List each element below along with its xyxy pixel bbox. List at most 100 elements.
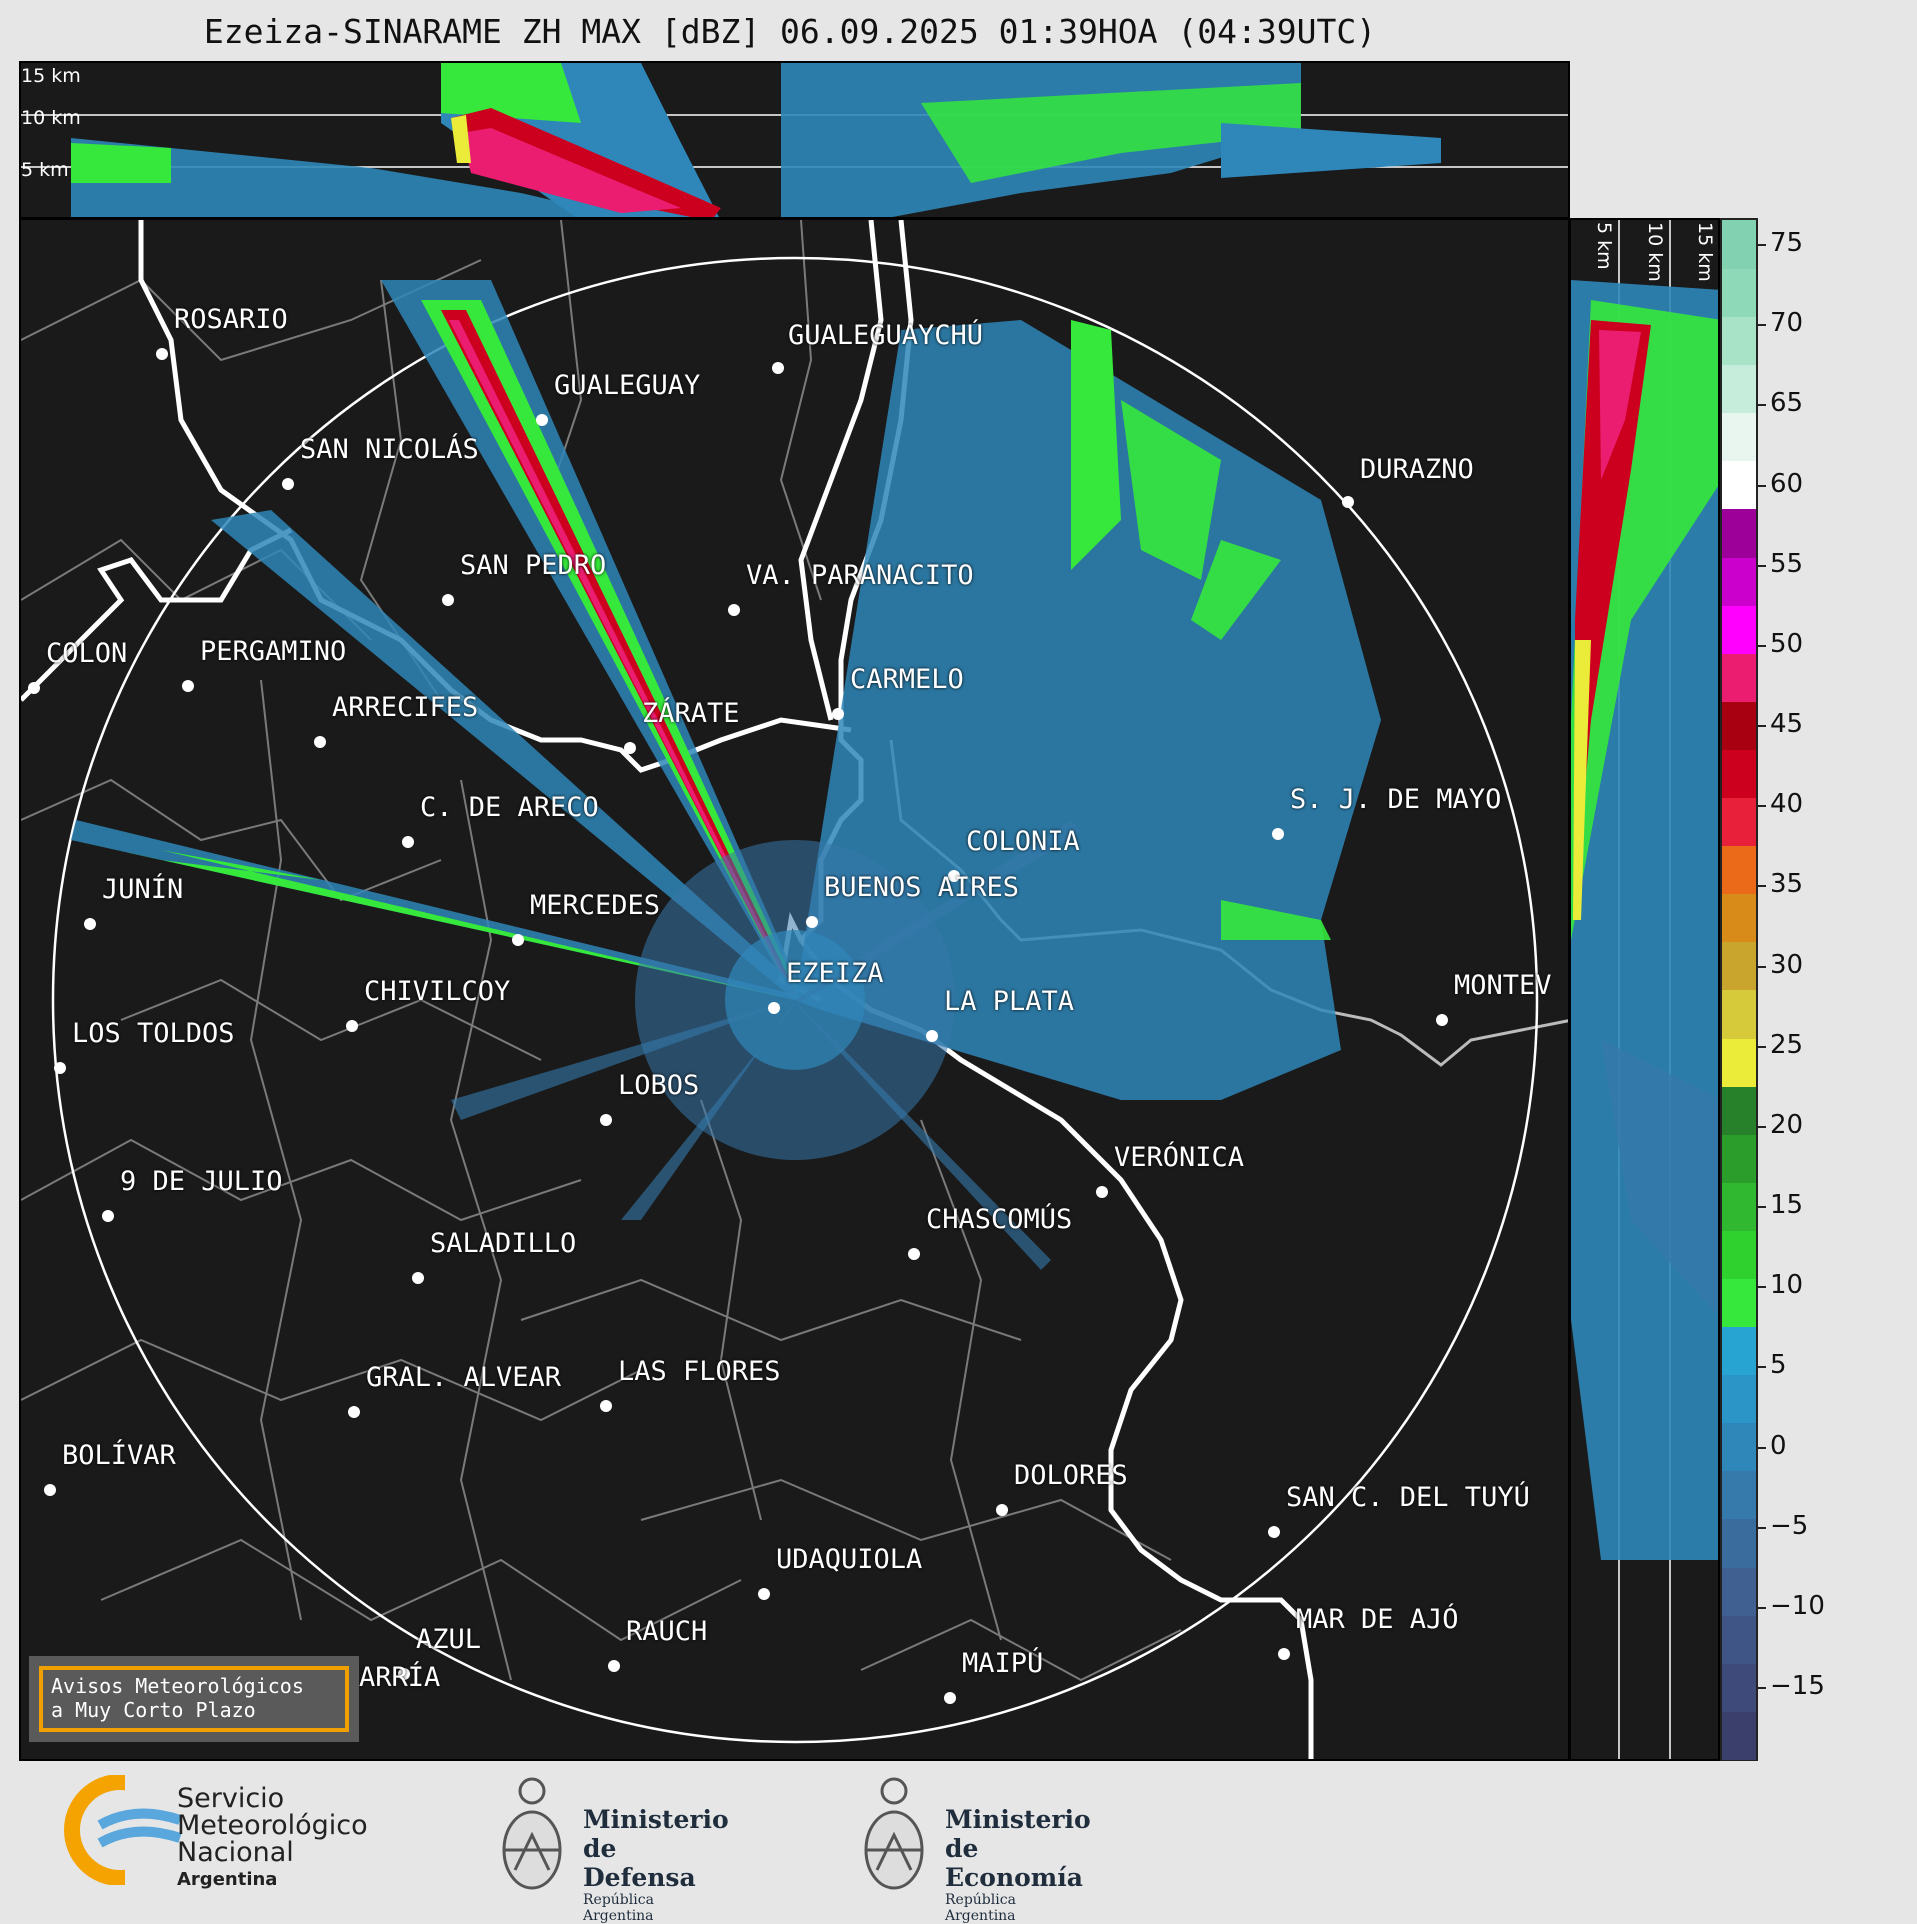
city-dot: [412, 1272, 424, 1284]
colorbar-segment: [1722, 1326, 1756, 1376]
colorbar-segment: [1722, 989, 1756, 1039]
city-dot: [402, 836, 414, 848]
city-label: EZEIZA: [786, 958, 884, 989]
smn-emblem-icon: [64, 1775, 185, 1885]
colorbar-segment: [1722, 1470, 1756, 1520]
city-label: BUENOS AIRES: [824, 872, 1020, 903]
alert-line-1: Avisos Meteorológicos: [51, 1674, 304, 1698]
city-label: ARRECIFES: [332, 692, 479, 723]
city-label: DOLORES: [1014, 1460, 1128, 1491]
colorbar-tick-label: 70: [1770, 308, 1804, 339]
city-label: LA PLATA: [944, 986, 1075, 1017]
city-dot: [1272, 828, 1284, 840]
colorbar-tick: [1758, 1286, 1766, 1289]
echo-band: [921, 83, 1301, 183]
colorbar-segment: [1722, 797, 1756, 847]
top-cross-section-panel: 15 km 10 km 5 km: [19, 61, 1570, 219]
city-label: AZUL: [416, 1624, 482, 1655]
colorbar-tick: [1758, 725, 1766, 727]
colorbar-segment: [1722, 1566, 1756, 1616]
echo-band: [1601, 1040, 1718, 1316]
city-dot: [282, 478, 294, 490]
city-dot: [728, 604, 740, 616]
city-dot: [1436, 1014, 1448, 1026]
colorbar-tick-label: 25: [1770, 1029, 1804, 1060]
economia-line-1: Ministerio: [945, 1805, 1091, 1834]
alert-box-frame: Avisos Meteorológicos a Muy Corto Plazo: [39, 1666, 349, 1732]
city-dot: [832, 708, 844, 720]
echo-edge: [451, 115, 471, 163]
colorbar-segment: [1722, 1229, 1756, 1279]
colorbar-segment: [1722, 652, 1756, 702]
city-label: LAS FLORES: [618, 1356, 781, 1387]
city-label: DURAZNO: [1360, 454, 1474, 485]
economia-line-3: República Argentina: [945, 1892, 1016, 1924]
echo-band: [1221, 123, 1441, 178]
city-dot: [54, 1062, 66, 1074]
colorbar-tick: [1758, 965, 1766, 968]
colorbar-tick: [1758, 885, 1766, 888]
colorbar-segment: [1722, 1133, 1756, 1183]
colorbar-segment: [1722, 700, 1756, 750]
echo-band: [441, 63, 581, 123]
defensa-line-3: República Argentina: [583, 1892, 654, 1924]
radar-map-panel: ROSARIO GUALEGUAYCHÚ GUALEGUAY SAN NICOLÁS D…: [19, 218, 1570, 1761]
colorbar-segment: [1722, 749, 1756, 799]
city-label: MERCEDES: [530, 890, 661, 921]
city-label: ZÁRATE: [642, 698, 740, 729]
alert-box[interactable]: Avisos Meteorológicos a Muy Corto Plazo: [29, 1656, 359, 1742]
colorbar-tick-label: 35: [1770, 869, 1804, 900]
colorbar-tick-label: 55: [1770, 548, 1804, 579]
smn-line-2: Meteorológico: [177, 1810, 368, 1841]
city-dot: [314, 736, 326, 748]
city-label: MAIPÚ: [962, 1648, 1044, 1679]
colorbar-tick-label: −5: [1770, 1510, 1809, 1541]
city-dot: [346, 1020, 358, 1032]
city-dot: [772, 362, 784, 374]
city-dot: [608, 1660, 620, 1672]
radar-echoes: [71, 280, 1381, 1270]
colorbar-tick-label: 75: [1770, 228, 1804, 258]
colorbar-tick: [1758, 1446, 1766, 1449]
colorbar-segment: [1722, 1085, 1756, 1135]
colorbar-tick-label: 45: [1770, 709, 1804, 739]
city-label: CHASCOMÚS: [926, 1204, 1073, 1235]
economia-line-2: de Economía: [945, 1834, 1083, 1892]
radar-map: [21, 220, 1568, 1759]
colorbar-tick-label: 5: [1770, 1350, 1787, 1381]
city-label: SAN PEDRO: [460, 550, 607, 581]
colorbar-segment: [1722, 941, 1756, 991]
city-label: UDAQUIOLA: [776, 1544, 923, 1575]
colorbar-tick-label: 65: [1770, 388, 1804, 419]
colorbar-tick: [1758, 1526, 1766, 1529]
city-dot: [926, 1030, 938, 1042]
alt-label-5km: 5 km: [21, 159, 69, 181]
alt-label-15km: 15 km: [21, 65, 81, 87]
colorbar-segment: [1722, 1710, 1756, 1760]
city-dot: [1342, 496, 1354, 508]
city-dot: [348, 1406, 360, 1418]
city-dot: [948, 870, 960, 882]
city-dot: [512, 934, 524, 946]
colorbar-tick-label: −15: [1770, 1671, 1825, 1701]
defensa-line-1: Ministerio: [583, 1805, 729, 1834]
city-label: GRAL. ALVEAR: [366, 1362, 562, 1393]
city-dot: [442, 594, 454, 606]
colorbar-segment: [1722, 220, 1756, 269]
coat-of-arms-icon: [502, 1777, 562, 1890]
smn-line-4: Argentina: [177, 1869, 278, 1890]
colorbar-segment: [1722, 268, 1756, 318]
colorbar-segment: [1722, 1037, 1756, 1087]
colorbar-segment: [1722, 1278, 1756, 1328]
city-label: 9 DE JULIO: [120, 1166, 283, 1197]
city-label: S. J. DE MAYO: [1290, 784, 1502, 815]
colorbar: [1720, 218, 1758, 1761]
city-dot: [1096, 1186, 1108, 1198]
city-label: MONTEV: [1454, 970, 1552, 1001]
city-label: LOS TOLDOS: [72, 1018, 235, 1049]
city-dot: [908, 1248, 920, 1260]
colorbar-segment: [1722, 1422, 1756, 1472]
city-dot: [806, 916, 818, 928]
alt-label-10km: 10 km: [21, 107, 81, 129]
city-dot: [768, 1002, 780, 1014]
